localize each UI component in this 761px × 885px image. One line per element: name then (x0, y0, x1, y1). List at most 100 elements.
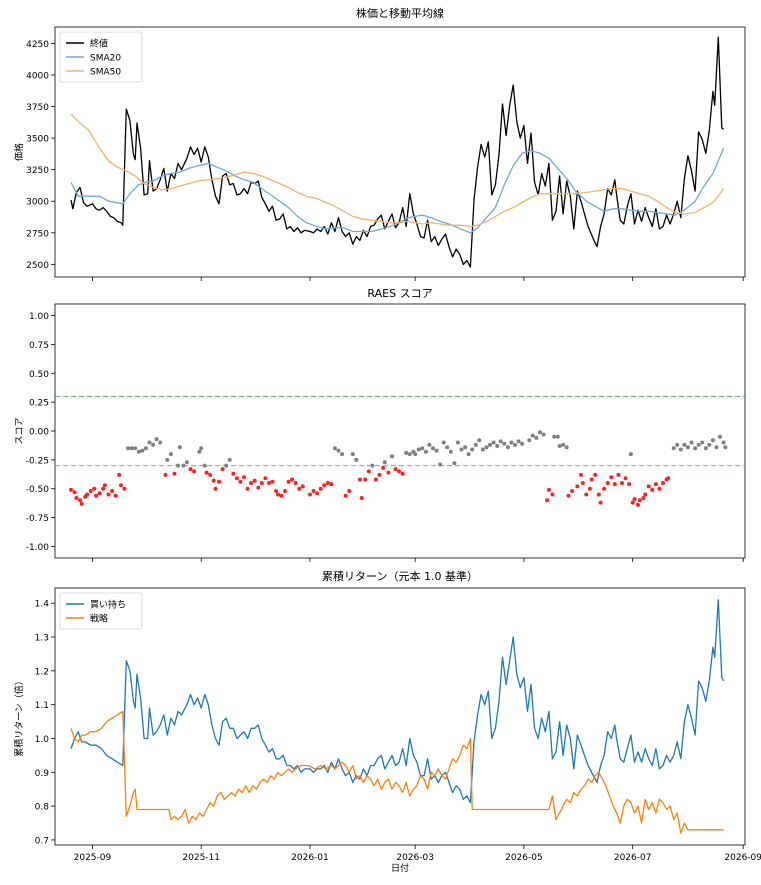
score-point (678, 447, 683, 452)
y-tick-label: 1.1 (35, 701, 49, 711)
score-point (480, 447, 485, 452)
plot-frame (54, 587, 746, 846)
score-point (420, 446, 425, 451)
score-point (390, 454, 394, 459)
series-line-3 (70, 113, 725, 228)
score-point (275, 492, 280, 497)
score-point (224, 463, 229, 468)
score-point (110, 489, 115, 493)
score-point (616, 472, 621, 477)
score-point (685, 445, 690, 450)
score-point (723, 445, 728, 450)
score-point (129, 446, 134, 451)
score-point (143, 446, 148, 451)
y-tick-label: 1.2 (35, 667, 49, 677)
score-point (516, 439, 521, 444)
plot-frame (54, 26, 746, 278)
score-point (370, 463, 375, 468)
score-point (431, 446, 435, 451)
score-point (249, 481, 254, 485)
score-point (220, 467, 225, 472)
y-tick-label: 0.7 (35, 836, 49, 846)
score-point (488, 442, 492, 447)
score-point (520, 441, 525, 446)
y-tick-label: 1.3 (35, 634, 49, 644)
score-point (636, 502, 640, 507)
score-point (463, 445, 468, 450)
score-point (579, 472, 583, 477)
score-point (575, 484, 580, 489)
score-point (666, 476, 671, 481)
score-point (566, 493, 571, 498)
legend-entry: SMA20 (90, 54, 121, 64)
score-point (546, 487, 551, 492)
score-point (165, 457, 170, 462)
score-point (587, 486, 592, 491)
score-point (202, 463, 207, 468)
score-point (397, 469, 402, 474)
score-point (119, 483, 123, 488)
score-point (325, 481, 330, 485)
score-point (653, 482, 658, 487)
score-point (163, 472, 168, 477)
y-tick-label: 1.4 (35, 600, 50, 610)
legend: 終値 SMA20 SMA50 (59, 31, 143, 83)
score-point (340, 452, 345, 457)
score-point (188, 467, 193, 472)
y-tick-label: -0.50 (26, 485, 50, 495)
y-tick-label: -0.25 (26, 456, 49, 466)
score-point (172, 471, 177, 476)
score-point (329, 482, 334, 487)
panel-2: RAES スコア -1.00 -0.75 -0.50 -0.25 0.00 0.25 0.50… (15, 287, 746, 562)
x-tick-label: 2026-09 (724, 853, 761, 863)
score-point (689, 440, 694, 445)
y-tick-label: -1.00 (26, 543, 50, 553)
score-point (204, 470, 209, 475)
score-point (416, 447, 421, 452)
y-tick-label: 0.00 (29, 428, 49, 438)
score-point (445, 445, 450, 450)
score-point (354, 457, 359, 462)
score-point (700, 440, 705, 445)
y-tick-label: 0.9 (35, 769, 50, 779)
score-point (343, 493, 348, 498)
score-point (290, 477, 295, 482)
score-point (140, 448, 145, 453)
score-point (74, 496, 79, 500)
score-point (117, 472, 122, 477)
score-point (213, 486, 218, 491)
score-point (721, 440, 726, 445)
series-line-2 (70, 147, 725, 234)
score-point (696, 442, 701, 447)
y-tick-label: 3000 (26, 198, 49, 208)
score-point (322, 483, 327, 488)
score-point (79, 501, 84, 506)
score-point (332, 446, 337, 451)
score-point (612, 482, 617, 487)
score-point (423, 449, 428, 454)
score-point (509, 440, 514, 445)
legend-entry: SMA50 (90, 68, 121, 78)
panel-3: 累積リターン（元本 1.0 基準） 0.7 0.8 0.9 1.0 1.1 1.2 1.3 1.… (13, 569, 761, 874)
score-point (274, 489, 279, 493)
score-point (245, 486, 250, 491)
score-point (646, 484, 651, 489)
score-point (184, 460, 189, 465)
score-point (564, 445, 569, 450)
score-point (596, 492, 601, 497)
legend-entry: 買い持ち (90, 599, 126, 611)
x-tick-label: 2026-05 (505, 853, 543, 863)
score-point (643, 492, 648, 497)
score-point (308, 492, 312, 497)
score-point (158, 440, 163, 445)
score-point (106, 492, 111, 497)
score-point (534, 435, 539, 440)
score-point (466, 452, 471, 457)
y-tick-label: 3750 (26, 103, 49, 113)
panel-title: RAES スコア (367, 287, 432, 300)
x-tick-label: 2026-07 (614, 853, 652, 863)
score-point (279, 493, 284, 498)
score-point (452, 461, 457, 466)
y-tick-label: 0.75 (29, 341, 49, 351)
